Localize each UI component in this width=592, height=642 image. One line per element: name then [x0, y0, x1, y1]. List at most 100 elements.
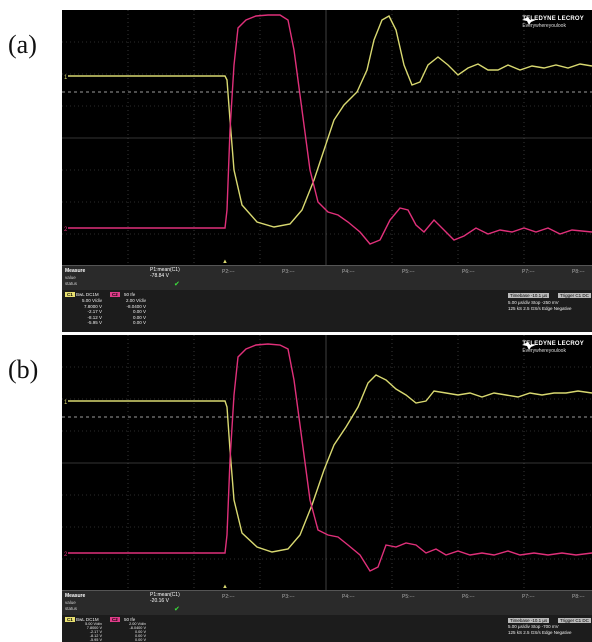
channel-1-trace [68, 374, 592, 553]
control-bar-b: C1 BwL DC1M 5.00 V/div 7.8000 V -2.17 V … [62, 615, 592, 642]
measure-p1[interactable]: P1:mean(C1) -20.16 V [150, 592, 180, 604]
measure-p7[interactable]: P7:--- [522, 269, 535, 275]
measure-bar-b[interactable]: Measure value status P1:mean(C1) -20.16 … [62, 590, 592, 616]
measure-p8[interactable]: P8:--- [572, 269, 585, 275]
logo-brand: TELEDYNE LECROY [522, 16, 584, 22]
waveform-svg-b: 1 2 ▲ [62, 335, 592, 590]
c1-val-3: -2.17 V [87, 309, 102, 314]
timebase-row-1: 5.00 µs/div Stop -250 mV [508, 300, 559, 305]
measure-row-value-label: value [65, 275, 76, 280]
c1-val-4: -8.12 V [87, 314, 102, 320]
channel-2-coupling: 50 Ife [124, 617, 136, 622]
logo-tagline: Everywhereyoulook [522, 348, 566, 354]
c2-offset: -8.0400 V [129, 626, 146, 630]
waveform-display-a[interactable]: 1 2 ▲ TELEDYNE LECROY Everywhereyoulook [62, 10, 592, 265]
channel-1-marker: 1 [64, 75, 68, 81]
channel-1-coupling: BwL DC1M [76, 617, 99, 622]
measure-p2[interactable]: P2:--- [222, 269, 235, 275]
measure-p8[interactable]: P8:--- [572, 594, 585, 600]
logo-tagline: Everywhereyoulook [522, 23, 566, 29]
measure-p1-name: P1:mean(C1) [150, 267, 180, 273]
trigger-header[interactable]: Trigger C1 DC [558, 618, 591, 623]
c1-val-4: -8.12 V [89, 634, 102, 638]
lecroy-icon [522, 342, 539, 350]
oscilloscope-panel-b: 1 2 ▲ TELEDYNE LECROY Everywhereyoulook … [62, 335, 592, 642]
channel-2-settings[interactable]: 2.00 V/div -8.0400 V 0.00 V 0.00 V 0.00 … [112, 298, 146, 326]
waveform-svg-a: 1 2 ▲ [62, 10, 592, 265]
measure-p1[interactable]: P1:mean(C1) -78.84 V [150, 267, 180, 279]
timebase-values: 5.00 µs/div Stop -250 mV 125 kS 2.5 GS/s… [508, 300, 572, 311]
trigger-marker: ▲ [222, 584, 228, 590]
timebase-delay: -10.1 µs [530, 293, 548, 298]
channel-1-coupling: BwL DC1M [76, 292, 99, 297]
c1-val-5: -5.95 V [89, 638, 102, 642]
channel-2-badge[interactable]: C2 [110, 292, 120, 297]
c2-val-5: 0.00 V [135, 638, 146, 642]
channel-2-badge[interactable]: C2 [110, 617, 120, 622]
trigger-label: Trigger [560, 618, 575, 623]
logo-brand: TELEDYNE LECROY [522, 341, 584, 347]
channel-1-badge[interactable]: C1 [65, 617, 75, 622]
measure-title: Measure [65, 268, 86, 274]
measure-p1-value: -78.84 V [150, 273, 169, 279]
channel-2-settings[interactable]: 2.00 V/div -8.0400 V 0.00 V 0.00 V 0.00 … [112, 622, 146, 642]
panel-label-a: (a) [8, 30, 37, 59]
c2-scale: 2.00 V/div [125, 298, 146, 303]
measure-p4[interactable]: P4:--- [342, 269, 355, 275]
brand-logo-a: TELEDYNE LECROY Everywhereyoulook [522, 16, 584, 30]
channel-1-marker: 1 [64, 400, 68, 406]
measure-p4[interactable]: P4:--- [342, 594, 355, 600]
measure-bar-a[interactable]: Measure value status P1:mean(C1) -78.84 … [62, 265, 592, 291]
measure-row-status-label: status [65, 281, 78, 286]
c1-val-3: -2.17 V [89, 630, 102, 634]
panel-label-b: (b) [8, 355, 39, 384]
trigger-label: Trigger [560, 293, 575, 298]
measure-p1-value: -20.16 V [150, 598, 169, 604]
trigger-header[interactable]: Trigger C1 DC [558, 293, 591, 298]
c2-val-5: 0.00 V [132, 320, 146, 325]
timebase-values: 5.00 µs/div Stop -700 mV 125 kS 2.5 GS/s… [508, 624, 572, 635]
channel-2-marker: 2 [64, 552, 68, 558]
measure-p1-name: P1:mean(C1) [150, 592, 180, 598]
timebase-label: Timebase [510, 618, 530, 623]
measure-p7[interactable]: P7:--- [522, 594, 535, 600]
control-bar-a: C1 BwL DC1M 5.00 V/div 7.8000 V -2.17 V … [62, 290, 592, 332]
timebase-row-1: 5.00 µs/div Stop -700 mV [508, 624, 559, 629]
timebase-row-2: 125 kS 2.5 GS/s Edge Negative [508, 629, 572, 635]
timebase-header[interactable]: Timebase -10.1 µs [508, 293, 550, 298]
measure-p6[interactable]: P6:--- [462, 269, 475, 275]
measure-p3[interactable]: P3:--- [282, 269, 295, 275]
timebase-delay: -10.1 µs [530, 618, 548, 623]
timebase-header[interactable]: Timebase -10.1 µs [508, 618, 550, 623]
measure-p2[interactable]: P2:--- [222, 594, 235, 600]
measure-p6[interactable]: P6:--- [462, 594, 475, 600]
status-check-icon: ✔ [174, 281, 180, 288]
brand-logo-b: TELEDYNE LECROY Everywhereyoulook [522, 341, 584, 355]
c2-scale: 2.00 V/div [129, 622, 146, 626]
trigger-channel: C1 DC [575, 293, 589, 298]
channel-2-trace [68, 343, 592, 572]
measure-title: Measure [65, 593, 86, 599]
measure-p3[interactable]: P3:--- [282, 594, 295, 600]
c1-scale: 5.00 V/div [81, 298, 102, 303]
c1-offset: 7.8000 V [83, 303, 102, 309]
timebase-row-2: 125 kS 2.5 GS/s Edge Negative [508, 305, 572, 311]
status-check-icon: ✔ [174, 606, 180, 613]
channel-1-settings[interactable]: 5.00 V/div 7.8000 V -2.17 V -8.12 V -5.9… [70, 298, 102, 326]
measure-row-status-label: status [65, 606, 78, 611]
channel-1-badge[interactable]: C1 [65, 292, 75, 297]
waveform-display-b[interactable]: 1 2 ▲ TELEDYNE LECROY Everywhereyoulook [62, 335, 592, 590]
c2-offset: -8.0400 V [126, 303, 146, 309]
channel-2-marker: 2 [64, 227, 68, 233]
measure-p5[interactable]: P5:--- [402, 594, 415, 600]
graticule-grid [62, 10, 592, 265]
c2-val-3: 0.00 V [132, 309, 146, 314]
measure-p5[interactable]: P5:--- [402, 269, 415, 275]
c2-val-4: 0.00 V [132, 314, 146, 320]
c2-val-4: 0.00 V [135, 634, 146, 638]
channel-1-settings[interactable]: 5.00 V/div 7.8000 V -2.17 V -8.12 V -5.9… [70, 622, 102, 642]
lecroy-icon [522, 17, 539, 25]
c1-val-5: -5.95 V [87, 320, 102, 325]
c1-scale: 5.00 V/div [85, 622, 102, 626]
c1-offset: 7.8000 V [86, 626, 102, 630]
